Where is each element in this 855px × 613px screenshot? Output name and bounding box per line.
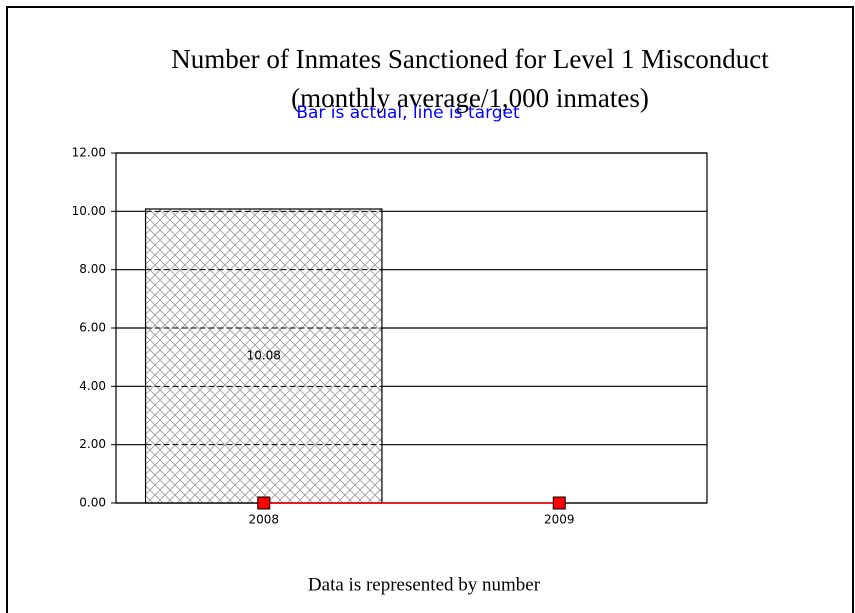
- y-tick-label: 6.00: [79, 321, 106, 335]
- x-tick-label: 2008: [248, 513, 279, 527]
- y-tick-label: 4.00: [79, 379, 106, 393]
- target-marker: [257, 496, 271, 510]
- y-tick-label: 2.00: [79, 437, 106, 451]
- annotation: Bar is actual, line is target: [296, 103, 520, 123]
- chart-subtitle: (monthly average/1,000 inmates): [291, 83, 649, 113]
- y-tick-label: 0.00: [79, 496, 106, 510]
- bar: [144, 208, 383, 504]
- chart-title: Number of Inmates Sanctioned for Level 1…: [171, 44, 769, 74]
- y-tick-label: 12.00: [72, 146, 106, 160]
- target-marker: [552, 496, 566, 510]
- y-tick-label: 8.00: [79, 262, 106, 276]
- y-tick-label: 10.00: [72, 204, 106, 218]
- footer: Data is represented by number: [308, 574, 541, 595]
- data-label: 10.08: [247, 349, 281, 363]
- x-tick-label: 2009: [544, 513, 575, 527]
